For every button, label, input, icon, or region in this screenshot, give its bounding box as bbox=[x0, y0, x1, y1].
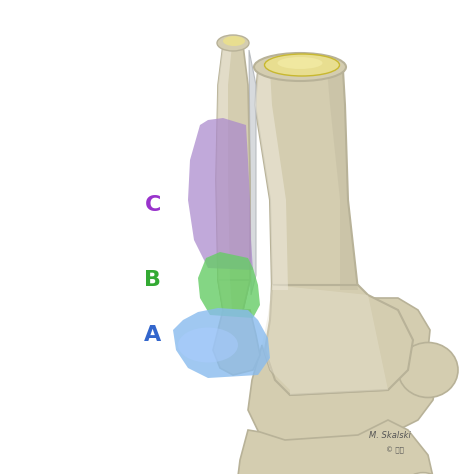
Ellipse shape bbox=[178, 328, 238, 363]
Ellipse shape bbox=[217, 35, 249, 51]
Polygon shape bbox=[327, 70, 358, 290]
Polygon shape bbox=[216, 45, 232, 310]
Polygon shape bbox=[255, 70, 358, 290]
Ellipse shape bbox=[398, 343, 458, 398]
Ellipse shape bbox=[264, 54, 339, 76]
Ellipse shape bbox=[277, 57, 322, 69]
Polygon shape bbox=[173, 308, 270, 378]
Polygon shape bbox=[265, 285, 413, 395]
Polygon shape bbox=[262, 285, 388, 395]
Polygon shape bbox=[363, 298, 430, 380]
Text: B: B bbox=[145, 270, 162, 290]
Polygon shape bbox=[249, 50, 256, 295]
Ellipse shape bbox=[254, 53, 346, 81]
Polygon shape bbox=[255, 70, 288, 290]
Text: A: A bbox=[145, 325, 162, 345]
Text: C: C bbox=[145, 195, 161, 215]
Ellipse shape bbox=[395, 473, 450, 474]
Text: M. Skalski: M. Skalski bbox=[369, 430, 411, 439]
Ellipse shape bbox=[223, 36, 245, 46]
Polygon shape bbox=[188, 118, 253, 270]
Text: © ⓒⓈ: © ⓒⓈ bbox=[386, 447, 404, 454]
Polygon shape bbox=[235, 420, 436, 474]
Polygon shape bbox=[213, 280, 260, 375]
Polygon shape bbox=[248, 340, 438, 445]
Polygon shape bbox=[198, 252, 260, 318]
Polygon shape bbox=[216, 45, 250, 310]
